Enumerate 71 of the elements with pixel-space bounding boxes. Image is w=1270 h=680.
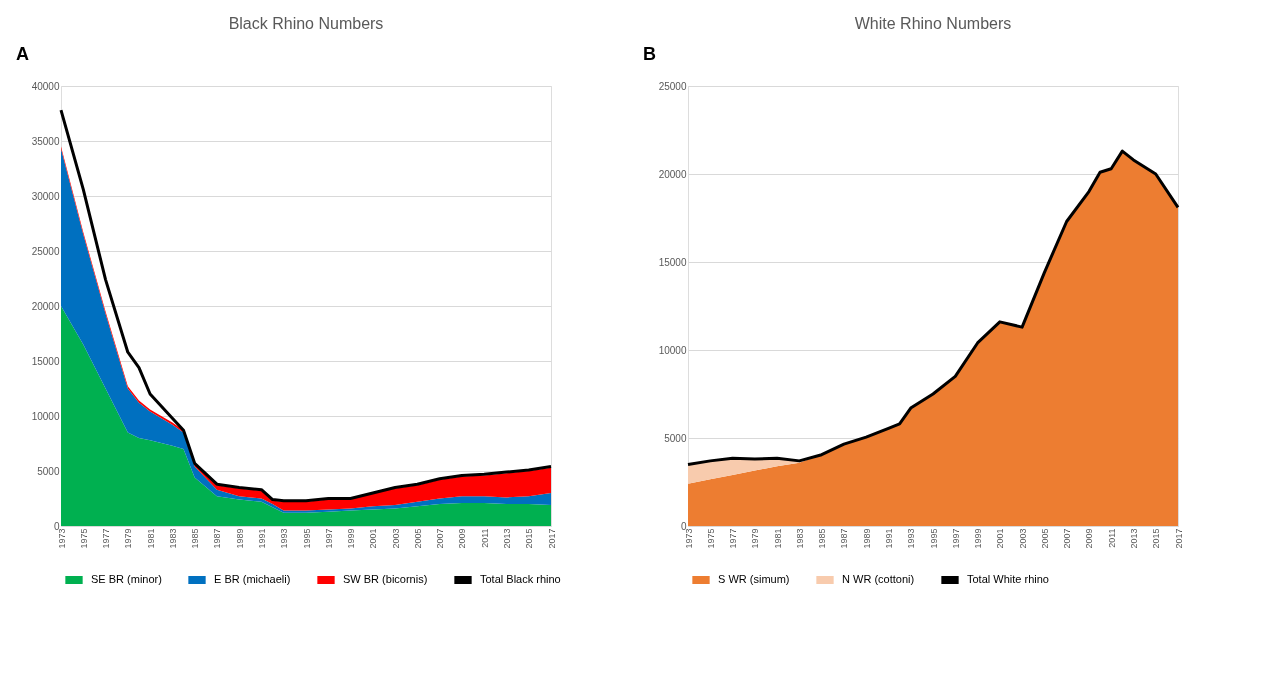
text: A: [16, 44, 29, 64]
y-tick-label: 5000: [37, 465, 60, 477]
x-tick-label: 1991: [883, 528, 894, 549]
x-tick-label: 1993: [279, 528, 290, 549]
x-tick-label: 1985: [190, 528, 201, 549]
y-tick-label: 20000: [31, 300, 60, 312]
text: B: [643, 44, 656, 64]
chart-title: White Rhino Numbers: [854, 15, 1012, 32]
x-tick-label: 2001: [995, 528, 1006, 549]
x-tick-label: 1975: [78, 528, 89, 549]
x-tick-label: 1999: [346, 528, 357, 549]
x-tick-label: 1995: [301, 528, 312, 549]
y-tick-label: 15000: [31, 355, 60, 367]
legend-label: SW BR (bicornis): [343, 573, 428, 585]
x-tick-label: 1981: [772, 528, 783, 549]
x-tick-label: 2003: [1017, 528, 1028, 549]
x-tick-label: 1975: [705, 528, 716, 549]
chart-title: Black Rhino Numbers: [228, 15, 384, 32]
x-tick-label: 1983: [794, 528, 805, 549]
y-tick-label: 40000: [31, 80, 60, 92]
x-tick-label: 2005: [1039, 528, 1050, 549]
x-tick-label: 1977: [728, 528, 739, 549]
line-series: [686, 149, 1180, 466]
x-tick-label: 1999: [973, 528, 984, 549]
x-tick-label: 2005: [412, 528, 423, 549]
y-tick-label: 10000: [31, 410, 60, 422]
legend-label: N WR (cottoni): [842, 573, 915, 585]
x-tick-label: 1987: [212, 528, 223, 549]
y-tick-label: 25000: [658, 80, 687, 92]
y-tick-label: 25000: [31, 245, 60, 257]
x-tick-label: 2013: [501, 528, 512, 549]
legend-label: S WR (simum): [718, 573, 790, 585]
legend-label: Total White rhino: [967, 573, 1049, 585]
y-tick-label: 5000: [664, 432, 687, 444]
x-tick-label: 1979: [750, 528, 761, 549]
x-tick-label: 1991: [256, 528, 267, 549]
x-tick-label: 1985: [817, 528, 828, 549]
x-tick-label: 2007: [435, 528, 446, 549]
y-tick-label: 30000: [31, 190, 60, 202]
x-tick-label: 2003: [390, 528, 401, 549]
y-tick-label: 0: [53, 520, 60, 532]
y-tick-label: 0: [680, 520, 687, 532]
x-tick-label: 2009: [457, 528, 468, 549]
x-tick-label: 2009: [1084, 528, 1095, 549]
legend-label: E BR (michaeli): [214, 573, 291, 585]
x-tick-label: 1987: [839, 528, 850, 549]
x-tick-label: 2011: [479, 528, 490, 548]
x-tick-label: 1989: [861, 528, 872, 549]
x-tick-label: 2015: [1151, 528, 1162, 549]
x-tick-label: 1981: [145, 528, 156, 549]
x-tick-label: 2011: [1106, 528, 1117, 548]
legend-label: Total Black rhino: [480, 573, 561, 585]
y-tick-label: 35000: [31, 135, 60, 147]
x-tick-label: 2017: [546, 528, 557, 549]
x-tick-label: 1979: [123, 528, 134, 549]
x-tick-label: 2001: [368, 528, 379, 549]
y-tick-label: 20000: [658, 168, 687, 180]
x-tick-label: 1995: [928, 528, 939, 549]
x-tick-label: 2013: [1128, 528, 1139, 549]
x-tick-label: 1997: [323, 528, 334, 549]
y-tick-label: 10000: [658, 344, 687, 356]
legend-label: SE BR (minor): [91, 573, 162, 585]
x-tick-label: 2015: [524, 528, 535, 549]
y-tick-label: 15000: [658, 256, 687, 268]
x-tick-label: 1977: [101, 528, 112, 549]
x-tick-label: 1983: [167, 528, 178, 549]
x-tick-label: 2017: [1173, 528, 1184, 549]
x-tick-label: 2007: [1062, 528, 1073, 549]
x-tick-label: 1989: [234, 528, 245, 549]
x-tick-label: 1997: [950, 528, 961, 549]
x-tick-label: 1993: [906, 528, 917, 549]
